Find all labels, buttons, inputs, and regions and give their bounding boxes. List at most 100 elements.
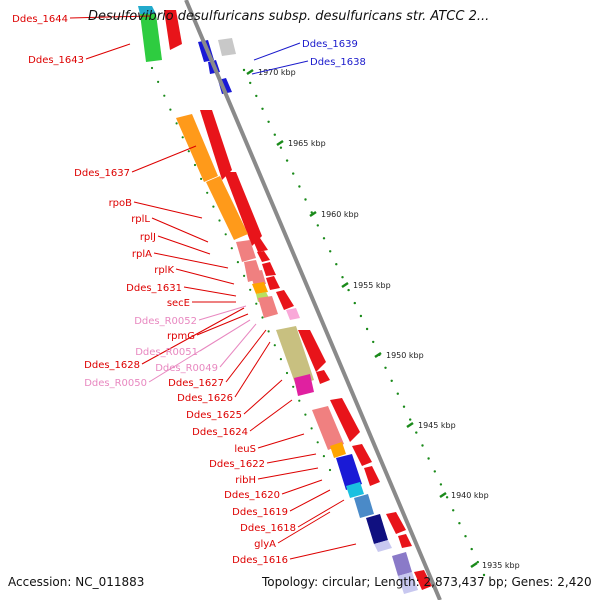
gene-ddes-1637-reverse[interactable]	[176, 114, 218, 182]
gene-ddes-1618-reverse[interactable]	[354, 494, 374, 518]
gene-ddes-1622-forward[interactable]	[352, 444, 372, 466]
inner-track-dot	[175, 122, 178, 125]
gene-ddes-1644-forward[interactable]	[164, 10, 182, 50]
gene-ddes-1616-forward[interactable]	[414, 570, 432, 590]
tick-label: 1945 kbp	[418, 421, 456, 430]
tick-mark	[341, 281, 349, 289]
inner-track-dot	[261, 316, 264, 319]
tick-dot	[242, 68, 246, 72]
gene-glya-reverse[interactable]	[366, 514, 388, 544]
tick-mark	[309, 210, 317, 218]
gene-rpob-reverse[interactable]	[206, 176, 248, 240]
gene-label-ddes-1627[interactable]: Ddes_1627	[168, 378, 224, 389]
gene-sece-reverse[interactable]	[252, 282, 268, 294]
gene-label-leus[interactable]: leuS	[234, 444, 256, 455]
tick-dot	[445, 496, 449, 499]
gene-leus-reverse[interactable]	[330, 442, 346, 458]
gene-ddes-1643b-reverse[interactable]	[138, 6, 156, 14]
gene-label-rplj[interactable]: rplJ	[140, 232, 156, 243]
gene-label-ddes-1637[interactable]: Ddes_1637	[74, 168, 130, 179]
gene-rpll-reverse[interactable]	[236, 240, 256, 262]
gene-label-ddes-1625[interactable]: Ddes_1625	[186, 410, 242, 421]
gene-ddes-1625-forward[interactable]	[330, 398, 360, 442]
inner-track-dot	[212, 205, 215, 208]
tick-label: 1955 kbp	[353, 281, 391, 290]
gene-label-glya[interactable]: glyA	[254, 539, 276, 550]
gene-label-ddes-1644[interactable]: Ddes_1644	[12, 14, 68, 25]
inner-track-dot	[206, 191, 209, 194]
gene-label-ddes-1643[interactable]: Ddes_1643	[28, 55, 84, 66]
gene-label-sece[interactable]: secE	[167, 298, 190, 309]
tick-dot	[341, 276, 344, 279]
gene-label-ddes-1626[interactable]: Ddes_1626	[177, 393, 233, 404]
gene-label-ddes-r0051[interactable]: Ddes_R0051	[135, 347, 198, 358]
gene-ddes-1638-reverse[interactable]	[218, 38, 236, 56]
gene-ddes-1628-forward[interactable]	[298, 330, 326, 372]
gene-label-ddes-r0049[interactable]: Ddes_R0049	[155, 363, 218, 374]
gene-label-ddes-1620[interactable]: Ddes_1620	[224, 490, 280, 501]
leader-ddes-1624	[249, 399, 293, 432]
forward-strand-features	[164, 10, 432, 590]
gene-label-rpll[interactable]: rplL	[131, 214, 150, 225]
gene-label-rpla[interactable]: rplA	[132, 249, 152, 260]
leader-ddes-1644	[69, 15, 151, 19]
gene-label-ddes-1628[interactable]: Ddes_1628	[84, 360, 140, 371]
gene-rplj-forward[interactable]	[257, 251, 270, 262]
inner-track-dot	[169, 108, 172, 111]
gene-ddes-1631-forward[interactable]	[276, 290, 294, 310]
tick-dot	[298, 185, 301, 188]
gene-ddes-1620-forward[interactable]	[364, 466, 380, 486]
gene-label-ddes-r0052[interactable]: Ddes_R0052	[134, 316, 197, 327]
gene-label-ddes-1638[interactable]: Ddes_1638	[310, 57, 366, 68]
tick-dot	[273, 133, 276, 136]
tick-dot	[396, 392, 399, 395]
gene-rpob-forward[interactable]	[224, 172, 262, 246]
gene-ribh-reverse[interactable]	[336, 454, 362, 490]
gene-label-ddes-1631[interactable]: Ddes_1631	[126, 283, 182, 294]
gene-ddes-1631-reverse[interactable]	[250, 270, 266, 286]
gene-label-ddes-1639[interactable]: Ddes_1639	[302, 39, 358, 50]
gene-ddes-1620-reverse[interactable]	[346, 482, 364, 498]
gene-glya-forward[interactable]	[398, 534, 412, 548]
gene-ddes-1618-forward[interactable]	[386, 512, 406, 534]
gene-ddes-1625-reverse[interactable]	[312, 406, 344, 450]
inner-track-dot	[328, 468, 332, 472]
tick-dot	[433, 470, 436, 473]
gene-rplk-forward[interactable]	[266, 276, 280, 290]
leader-rpmg	[196, 313, 249, 336]
leader-ddes-r0049	[219, 323, 257, 368]
gene-ddes-1627-reverse[interactable]	[276, 326, 314, 386]
tick-track: 1970 kbp 1965 kbp 1960 kbp 1955 kbp 1950 kbp…	[150, 66, 520, 577]
tick-label: 1970 kbp	[258, 68, 296, 77]
gene-ddes-1626-reverse[interactable]	[294, 374, 314, 396]
tick-dot	[402, 405, 406, 408]
tick-dot	[329, 250, 332, 253]
gene-label-rplk[interactable]: rplK	[154, 265, 174, 276]
gene-label-ddes-1618[interactable]: Ddes_1618	[240, 523, 296, 534]
gene-label-ddes-r0050[interactable]: Ddes_R0050	[84, 378, 147, 389]
gene-label-rpmg[interactable]: rpmG	[167, 331, 195, 342]
gene-ddes-1627-forward[interactable]	[316, 370, 330, 384]
gene-ddes-1616-reverse[interactable]	[392, 552, 412, 576]
gene-label-ddes-1624[interactable]: Ddes_1624	[192, 427, 248, 438]
gene-rpla-forward[interactable]	[262, 262, 276, 276]
gene-ddes-1643-reverse[interactable]	[140, 14, 162, 62]
inner-track-dot	[273, 344, 276, 347]
inner-track-dot	[163, 94, 166, 97]
gene-ddes-r0052-forward[interactable]	[286, 308, 300, 320]
gene-label-ddes-1622[interactable]: Ddes_1622	[209, 459, 265, 470]
gene-ddes-1616b-reverse[interactable]	[398, 572, 418, 594]
gene-glya-tail-reverse[interactable]	[374, 540, 392, 552]
gene-label-ddes-1619[interactable]: Ddes_1619	[232, 507, 288, 518]
gene-rpll-forward[interactable]	[252, 238, 268, 252]
gene-label-ribh[interactable]: ribH	[235, 475, 256, 486]
tick-dot	[304, 198, 307, 201]
leader-rplj	[157, 235, 211, 255]
gene-ddes-r0051-reverse[interactable]	[258, 296, 278, 318]
inner-track-dot	[255, 302, 258, 305]
gene-label-rpob[interactable]: rpoB	[109, 198, 133, 209]
gene-label-ddes-1616[interactable]: Ddes_1616	[232, 555, 288, 566]
inner-track-dot	[298, 399, 301, 402]
gene-ddes-1637-forward[interactable]	[200, 110, 232, 180]
